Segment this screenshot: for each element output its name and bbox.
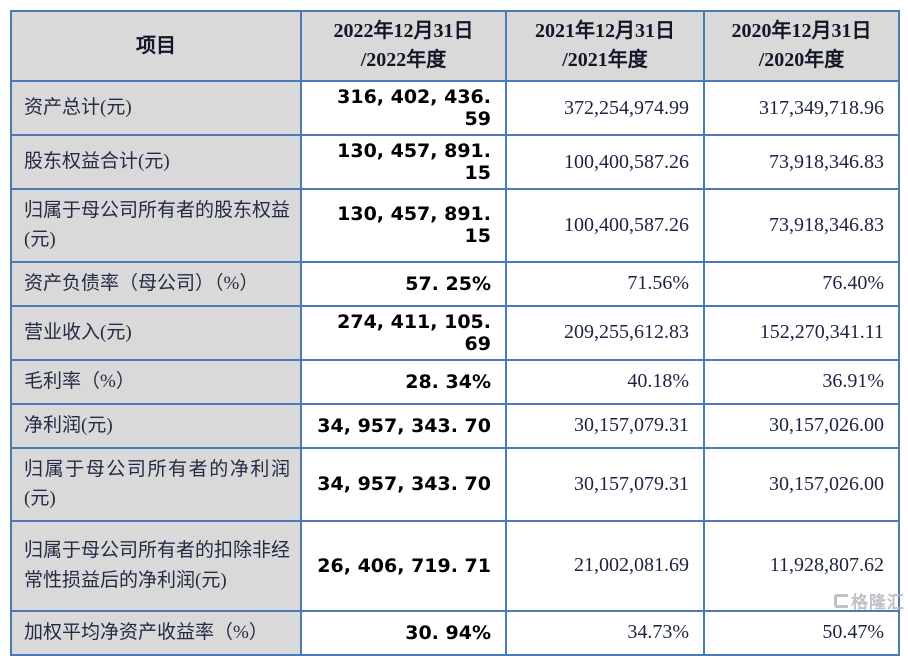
row-label-total-assets: 资产总计(元)	[10, 80, 302, 136]
table-row: 归属于母公司所有者的净利润(元) 34, 957, 343. 70 30,157…	[10, 446, 900, 522]
value-2020: 36.91%	[703, 358, 900, 405]
table-row: 归属于母公司所有者的股东权益(元) 130, 457, 891. 15 100,…	[10, 188, 900, 263]
value-2020: 317,349,718.96	[703, 80, 900, 136]
header-row: 项目 2022年12月31日 /2022年度 2021年12月31日 /2021…	[10, 10, 900, 82]
table-row: 资产负债率（母公司）（%） 57. 25% 71.56% 76.40%	[10, 260, 900, 307]
header-item: 项目	[10, 10, 302, 82]
value-2022: 28. 34%	[300, 358, 507, 405]
value-2021: 21,002,081.69	[505, 519, 705, 612]
table-row: 毛利率（%） 28. 34% 40.18% 36.91%	[10, 358, 900, 405]
header-col-2022-line2: /2022年度	[360, 49, 447, 71]
value-2022: 57. 25%	[300, 260, 507, 307]
value-2020: 73,918,346.83	[703, 134, 900, 190]
row-label-parent-equity: 归属于母公司所有者的股东权益(元)	[10, 188, 302, 263]
value-2022: 26, 406, 719. 71	[300, 519, 507, 612]
header-col-2021-line2: /2021年度	[562, 49, 648, 71]
value-2021: 100,400,587.26	[505, 134, 705, 190]
value-2020: 30,157,026.00	[703, 446, 900, 522]
table-row: 资产总计(元) 316, 402, 436. 59 372,254,974.99…	[10, 80, 900, 136]
row-label-debt-ratio: 资产负债率（母公司）（%）	[10, 260, 302, 307]
value-2020: 50.47%	[703, 609, 900, 656]
table-row: 股东权益合计(元) 130, 457, 891. 15 100,400,587.…	[10, 134, 900, 190]
header-col-2021: 2021年12月31日 /2021年度	[505, 10, 705, 82]
table-row: 归属于母公司所有者的扣除非经常性损益后的净利润(元) 26, 406, 719.…	[10, 519, 900, 612]
row-label-revenue: 营业收入(元)	[10, 304, 302, 361]
value-2022: 34, 957, 343. 70	[300, 446, 507, 522]
row-label-net-profit: 净利润(元)	[10, 402, 302, 449]
value-2020: 152,270,341.11	[703, 304, 900, 361]
value-2022: 130, 457, 891. 15	[300, 188, 507, 263]
value-2021: 34.73%	[505, 609, 705, 656]
value-2022: 34, 957, 343. 70	[300, 402, 507, 449]
row-label-weighted-roe: 加权平均净资产收益率（%）	[10, 609, 302, 656]
value-2020: 73,918,346.83	[703, 188, 900, 263]
financial-summary-table: 项目 2022年12月31日 /2022年度 2021年12月31日 /2021…	[10, 10, 900, 656]
table-row: 营业收入(元) 274, 411, 105. 69 209,255,612.83…	[10, 304, 900, 361]
header-col-2020: 2020年12月31日 /2020年度	[703, 10, 900, 82]
table-row: 净利润(元) 34, 957, 343. 70 30,157,079.31 30…	[10, 402, 900, 449]
header-col-2022: 2022年12月31日 /2022年度	[300, 10, 507, 82]
value-2022: 274, 411, 105. 69	[300, 304, 507, 361]
value-2021: 30,157,079.31	[505, 446, 705, 522]
header-col-2020-line1: 2020年12月31日	[731, 20, 872, 42]
row-label-deducted-net-profit: 归属于母公司所有者的扣除非经常性损益后的净利润(元)	[10, 519, 302, 612]
value-2022: 30. 94%	[300, 609, 507, 656]
value-2020: 11,928,807.62	[703, 519, 900, 612]
value-2022: 130, 457, 891. 15	[300, 134, 507, 190]
value-2020: 30,157,026.00	[703, 402, 900, 449]
table-row: 加权平均净资产收益率（%） 30. 94% 34.73% 50.47%	[10, 609, 900, 656]
value-2021: 71.56%	[505, 260, 705, 307]
row-label-gross-margin: 毛利率（%）	[10, 358, 302, 405]
row-label-total-equity: 股东权益合计(元)	[10, 134, 302, 190]
value-2021: 40.18%	[505, 358, 705, 405]
value-2021: 30,157,079.31	[505, 402, 705, 449]
value-2021: 372,254,974.99	[505, 80, 705, 136]
row-label-parent-net-profit: 归属于母公司所有者的净利润(元)	[10, 446, 302, 522]
value-2021: 100,400,587.26	[505, 188, 705, 263]
value-2020: 76.40%	[703, 260, 900, 307]
value-2022: 316, 402, 436. 59	[300, 80, 507, 136]
header-col-2021-line1: 2021年12月31日	[535, 20, 675, 42]
header-col-2022-line1: 2022年12月31日	[333, 20, 474, 42]
value-2021: 209,255,612.83	[505, 304, 705, 361]
header-item-label: 项目	[136, 34, 176, 57]
header-col-2020-line2: /2020年度	[758, 49, 845, 71]
